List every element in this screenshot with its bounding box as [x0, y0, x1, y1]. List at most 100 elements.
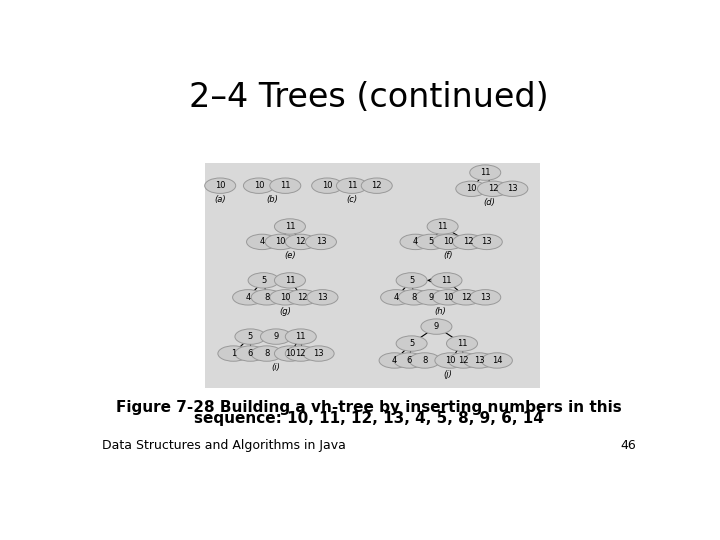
Text: 13: 13 [315, 238, 326, 246]
Ellipse shape [435, 353, 466, 368]
Text: 13: 13 [318, 293, 328, 302]
Text: 11: 11 [284, 276, 295, 285]
Text: 8: 8 [264, 349, 269, 358]
Ellipse shape [285, 329, 316, 345]
Ellipse shape [246, 234, 277, 249]
Text: 12: 12 [461, 293, 471, 302]
Text: 13: 13 [313, 349, 324, 358]
Ellipse shape [285, 234, 316, 249]
Text: Data Structures and Algorithms in Java: Data Structures and Algorithms in Java [102, 440, 346, 453]
Ellipse shape [381, 289, 412, 305]
Text: 5: 5 [261, 276, 266, 285]
Text: 11: 11 [480, 168, 490, 177]
Ellipse shape [427, 219, 458, 234]
Ellipse shape [398, 289, 429, 305]
Text: 12: 12 [295, 349, 306, 358]
Text: 4: 4 [394, 293, 399, 302]
Text: 13: 13 [474, 356, 485, 365]
Text: 6: 6 [248, 349, 253, 358]
Ellipse shape [274, 346, 305, 361]
Text: 4: 4 [259, 238, 265, 246]
Ellipse shape [218, 346, 249, 361]
Ellipse shape [451, 289, 482, 305]
Ellipse shape [394, 353, 425, 368]
Ellipse shape [261, 329, 292, 345]
Ellipse shape [469, 165, 500, 180]
Ellipse shape [415, 234, 446, 249]
Text: 12: 12 [487, 184, 498, 193]
Ellipse shape [274, 273, 305, 288]
Text: (j): (j) [444, 370, 452, 379]
Ellipse shape [233, 289, 264, 305]
Text: 10: 10 [215, 181, 225, 190]
FancyBboxPatch shape [204, 164, 539, 388]
Text: (g): (g) [279, 307, 291, 316]
Text: 12: 12 [295, 238, 306, 246]
Text: 1: 1 [230, 349, 236, 358]
Text: (d): (d) [483, 198, 495, 207]
Text: 9: 9 [428, 293, 433, 302]
Ellipse shape [396, 273, 427, 288]
Text: 10: 10 [253, 181, 264, 190]
Ellipse shape [312, 178, 343, 193]
Text: 9: 9 [433, 322, 439, 331]
Text: 12: 12 [459, 356, 469, 365]
Ellipse shape [305, 234, 336, 249]
Text: 8: 8 [264, 293, 269, 302]
Text: 10: 10 [275, 238, 286, 246]
Ellipse shape [472, 234, 503, 249]
Ellipse shape [415, 289, 446, 305]
Ellipse shape [482, 353, 513, 368]
Text: 5: 5 [409, 276, 414, 285]
Text: 6: 6 [407, 356, 412, 365]
Text: 14: 14 [492, 356, 502, 365]
Text: (b): (b) [266, 195, 278, 204]
Text: 11: 11 [437, 222, 448, 231]
Text: 2–4 Trees (continued): 2–4 Trees (continued) [189, 80, 549, 113]
Ellipse shape [251, 346, 282, 361]
Text: 10: 10 [443, 238, 454, 246]
Ellipse shape [270, 178, 301, 193]
Ellipse shape [265, 234, 296, 249]
Text: 10: 10 [322, 181, 333, 190]
Ellipse shape [448, 353, 479, 368]
Text: 11: 11 [347, 181, 357, 190]
Ellipse shape [285, 346, 316, 361]
Text: 13: 13 [480, 293, 490, 302]
Text: 8: 8 [411, 293, 417, 302]
Ellipse shape [204, 178, 235, 193]
Ellipse shape [464, 353, 495, 368]
Ellipse shape [270, 289, 301, 305]
Ellipse shape [307, 289, 338, 305]
Ellipse shape [453, 234, 484, 249]
Text: 10: 10 [284, 349, 295, 358]
Text: sequence: 10, 11, 12, 13, 4, 5, 8, 9, 6, 14: sequence: 10, 11, 12, 13, 4, 5, 8, 9, 6,… [194, 411, 544, 427]
Text: 13: 13 [507, 184, 518, 193]
Text: 8: 8 [422, 356, 428, 365]
Text: (e): (e) [284, 251, 296, 260]
Ellipse shape [336, 178, 367, 193]
Ellipse shape [409, 353, 441, 368]
Text: 9: 9 [274, 332, 279, 341]
Text: 11: 11 [280, 181, 291, 190]
Ellipse shape [433, 289, 464, 305]
Ellipse shape [248, 273, 279, 288]
Text: 13: 13 [482, 238, 492, 246]
Ellipse shape [497, 181, 528, 197]
Text: 10: 10 [443, 293, 454, 302]
Text: 10: 10 [466, 184, 477, 193]
Text: 12: 12 [463, 238, 474, 246]
Ellipse shape [243, 178, 274, 193]
Text: 12: 12 [297, 293, 307, 302]
Text: 5: 5 [409, 339, 414, 348]
Ellipse shape [379, 353, 410, 368]
Text: 11: 11 [441, 276, 451, 285]
Ellipse shape [287, 289, 318, 305]
Text: Figure 7-28 Building a vh-tree by inserting numbers in this: Figure 7-28 Building a vh-tree by insert… [116, 400, 622, 415]
Text: 5: 5 [428, 238, 433, 246]
Ellipse shape [251, 289, 282, 305]
Text: (a): (a) [215, 195, 226, 204]
Text: (f): (f) [444, 251, 453, 260]
Text: 10: 10 [280, 293, 291, 302]
Ellipse shape [400, 234, 431, 249]
